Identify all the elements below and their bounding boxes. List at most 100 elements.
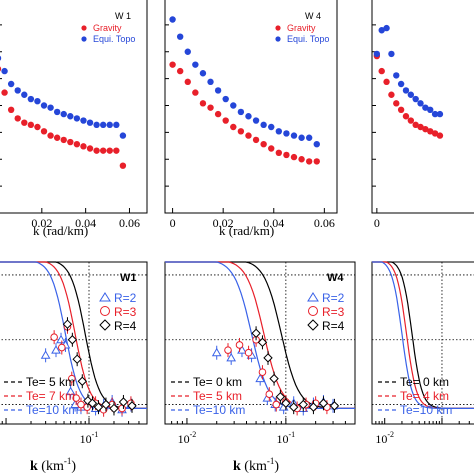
topo-point bbox=[313, 141, 320, 148]
te-legend-label: Te= 5 km bbox=[193, 389, 242, 403]
legend-gravity-marker bbox=[275, 25, 281, 31]
topo-point bbox=[245, 113, 252, 120]
gravity-point bbox=[417, 123, 424, 131]
gravity-point bbox=[383, 78, 390, 86]
gravity-point bbox=[268, 145, 275, 152]
r3-marker bbox=[50, 333, 58, 341]
te-legend-label: Te=10 km bbox=[26, 403, 78, 417]
legend-label: R=4 bbox=[114, 319, 137, 333]
topo-point bbox=[93, 121, 100, 129]
gravity-point bbox=[407, 117, 415, 124]
gravity-point bbox=[99, 147, 107, 154]
topo-point bbox=[290, 132, 298, 139]
topo-point bbox=[407, 91, 415, 98]
panel-w1-top-frame bbox=[0, 0, 148, 214]
gravity-point bbox=[245, 132, 252, 139]
te-legend-label: Te=10 km bbox=[193, 403, 245, 417]
topo-point bbox=[192, 61, 199, 68]
r4-marker bbox=[77, 376, 88, 386]
x-tick-label: 0 bbox=[374, 216, 380, 230]
legend-label: R=2 bbox=[114, 291, 137, 305]
r4-marker bbox=[269, 373, 279, 384]
gravity-point bbox=[237, 128, 245, 135]
topo-point bbox=[427, 106, 434, 114]
gravity-point bbox=[73, 141, 81, 148]
r4-marker bbox=[62, 319, 73, 329]
topo-point bbox=[222, 95, 229, 103]
topo-point bbox=[21, 91, 28, 98]
topo-point bbox=[412, 95, 419, 103]
gravity-point bbox=[436, 132, 444, 139]
r2-marker bbox=[70, 399, 80, 409]
r3-marker bbox=[265, 390, 274, 398]
gravity-point bbox=[214, 110, 222, 118]
r3-marker bbox=[224, 346, 232, 354]
legend-label: R=2 bbox=[322, 291, 345, 305]
gravity-point bbox=[422, 125, 429, 133]
topo-point bbox=[252, 117, 260, 124]
topo-point bbox=[397, 80, 405, 88]
panel-w1-top: 0.02 0.04 0.06 W 1 Gravity Equi. Topo k (r… bbox=[0, 0, 148, 238]
gravity-point bbox=[412, 121, 419, 129]
gravity-point bbox=[402, 113, 410, 120]
x-tick-label: 0.04 bbox=[263, 216, 284, 230]
panel-w1-top-xlabel: k (rad/km) bbox=[33, 223, 88, 238]
topo-point bbox=[260, 121, 267, 129]
gravity-point bbox=[207, 104, 214, 111]
r4-marker bbox=[67, 335, 78, 345]
r2-marker bbox=[65, 386, 76, 396]
topo-point bbox=[73, 115, 81, 122]
topo-point bbox=[393, 72, 400, 79]
gravity-point bbox=[313, 158, 320, 165]
panel-w4-bottom-frame bbox=[164, 261, 356, 425]
legend-r3-marker bbox=[308, 306, 318, 316]
r4-marker bbox=[288, 402, 299, 412]
topo-point bbox=[388, 50, 395, 58]
gravity-point bbox=[0, 66, 2, 72]
r4-marker bbox=[275, 392, 286, 402]
panel-w4-bottom-xlabel: k (km-1) bbox=[233, 456, 279, 474]
gravity-point bbox=[53, 134, 61, 141]
topo-point bbox=[119, 132, 127, 139]
topo-point bbox=[40, 102, 48, 109]
gravity-point bbox=[14, 115, 21, 122]
legend-topo-marker bbox=[81, 36, 87, 42]
topo-point bbox=[283, 130, 290, 137]
topo-point bbox=[113, 121, 120, 129]
gravity-point bbox=[283, 151, 290, 159]
r3-marker bbox=[67, 374, 76, 383]
topo-point bbox=[268, 123, 275, 131]
topo-point bbox=[47, 104, 54, 111]
r4-marker bbox=[257, 337, 268, 348]
gravity-point bbox=[305, 158, 313, 165]
panel-w1-bottom-frame bbox=[0, 261, 148, 425]
topo-point bbox=[417, 100, 424, 107]
x-tick-label: 10-2 bbox=[375, 430, 394, 446]
x-tick-label: 10-1 bbox=[277, 430, 296, 446]
topo-point bbox=[199, 70, 207, 77]
panel-w4-top-xlabel: k (rad/km) bbox=[219, 223, 274, 238]
gravity-point bbox=[113, 147, 120, 154]
panel-w1-bottom-title: W1 bbox=[120, 272, 137, 284]
x-tick-label: 10-1 bbox=[80, 430, 99, 446]
gravity-point bbox=[27, 121, 35, 129]
legend-r3-marker bbox=[100, 306, 110, 316]
r2-marker bbox=[56, 334, 66, 344]
gravity-point bbox=[47, 132, 54, 139]
gravity-point bbox=[431, 130, 439, 137]
x-tick-label: 0.06 bbox=[119, 216, 140, 230]
topo-point bbox=[0, 55, 2, 61]
gravity-point bbox=[67, 138, 74, 146]
topo-point bbox=[237, 108, 245, 116]
topo-point bbox=[86, 119, 94, 126]
gravity-point bbox=[260, 141, 267, 148]
r4-marker bbox=[127, 401, 137, 411]
r4-marker bbox=[298, 399, 308, 410]
legend-r4-marker bbox=[99, 319, 111, 331]
gravity-point bbox=[34, 123, 41, 131]
gravity-point bbox=[21, 119, 28, 126]
r4-marker bbox=[101, 399, 111, 410]
x-tick-label: 0.06 bbox=[314, 216, 335, 230]
